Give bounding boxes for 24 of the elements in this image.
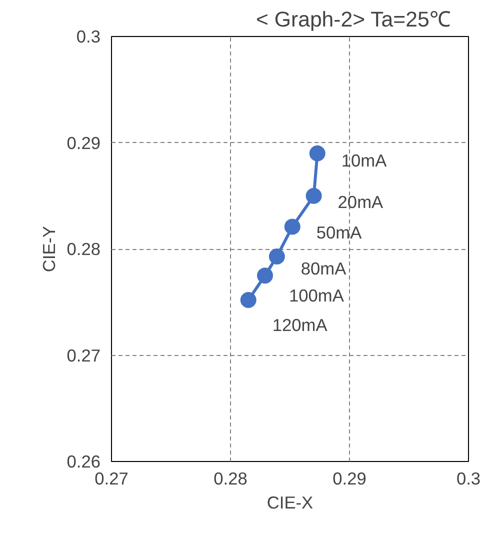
annotation: 10mA xyxy=(341,150,388,170)
x-axis-title: CIE-X xyxy=(266,492,314,512)
y-tick-label: 0.29 xyxy=(66,132,101,153)
annotation: 100mA xyxy=(289,286,344,306)
annotation: 20mA xyxy=(338,192,384,212)
x-tick-label: 0.29 xyxy=(332,468,366,488)
point xyxy=(240,292,256,308)
y-tick-label: 0.28 xyxy=(66,239,101,259)
annotation: 50mA xyxy=(316,222,362,243)
y-tick-label: 0.27 xyxy=(66,345,101,366)
point xyxy=(284,218,300,235)
point xyxy=(268,248,285,264)
y-tick-label: 0.26 xyxy=(66,452,101,472)
annotation: 80mA xyxy=(300,258,347,278)
annotation: 120mA xyxy=(272,315,328,335)
point xyxy=(309,145,326,162)
point xyxy=(306,188,322,204)
x-tick-label: 0.28 xyxy=(214,468,248,488)
y-axis-title: CIE-Y xyxy=(38,225,59,272)
x-tick-label: 0.3 xyxy=(456,468,481,488)
point xyxy=(257,268,274,284)
x-tick-label: 0.27 xyxy=(94,468,128,488)
chart-title: < Graph-2> Ta=25℃ xyxy=(256,8,450,32)
y-tick-label: 0.3 xyxy=(76,26,101,46)
